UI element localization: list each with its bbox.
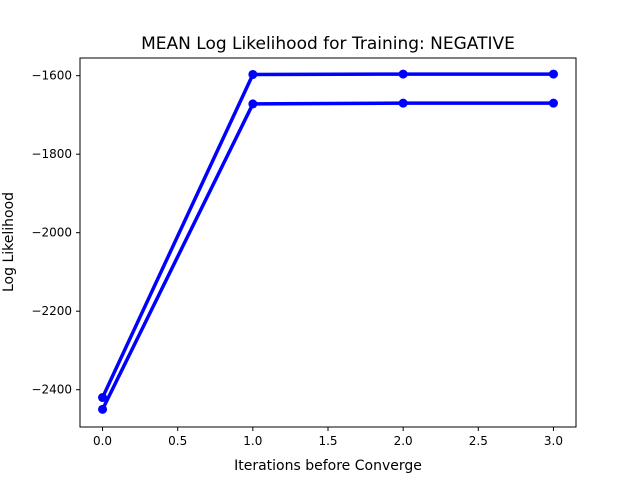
- data-point: [398, 98, 408, 108]
- y-tick-label: −1600: [31, 69, 72, 83]
- x-tick-label: 1.5: [318, 434, 337, 448]
- y-tick-label: −1800: [31, 147, 72, 161]
- x-tick-label: 2.5: [469, 434, 488, 448]
- data-point: [248, 99, 258, 109]
- data-point: [398, 69, 408, 79]
- x-tick-label: 1.0: [243, 434, 262, 448]
- x-tick-label: 0.0: [93, 434, 112, 448]
- y-tick-label: −2400: [31, 383, 72, 397]
- plot-frame: [79, 57, 577, 428]
- x-tick-label: 2.0: [394, 434, 413, 448]
- x-axis: 0.0 0.5 1.0 1.5 2.0 2.5 3.0: [93, 427, 563, 448]
- data-point: [248, 69, 258, 79]
- data-point: [98, 404, 108, 414]
- x-tick-label: 0.5: [168, 434, 187, 448]
- data-point: [98, 393, 108, 403]
- x-tick-label: 3.0: [544, 434, 563, 448]
- series-layer: [98, 69, 558, 414]
- data-point: [548, 69, 558, 79]
- x-axis-label: Iterations before Converge: [234, 458, 422, 474]
- series-line: [100, 72, 554, 399]
- chart-title: MEAN Log Likelihood for Training: NEGATI…: [141, 34, 515, 54]
- series-line: [100, 101, 554, 411]
- y-tick-label: −2000: [31, 226, 72, 240]
- y-axis-label: Log Likelihood: [1, 192, 17, 292]
- plot-area: [79, 57, 577, 428]
- y-tick-label: −2200: [31, 304, 72, 318]
- data-point: [548, 98, 558, 108]
- y-axis: −2400 −2200 −2000 −1800 −1600: [31, 69, 80, 397]
